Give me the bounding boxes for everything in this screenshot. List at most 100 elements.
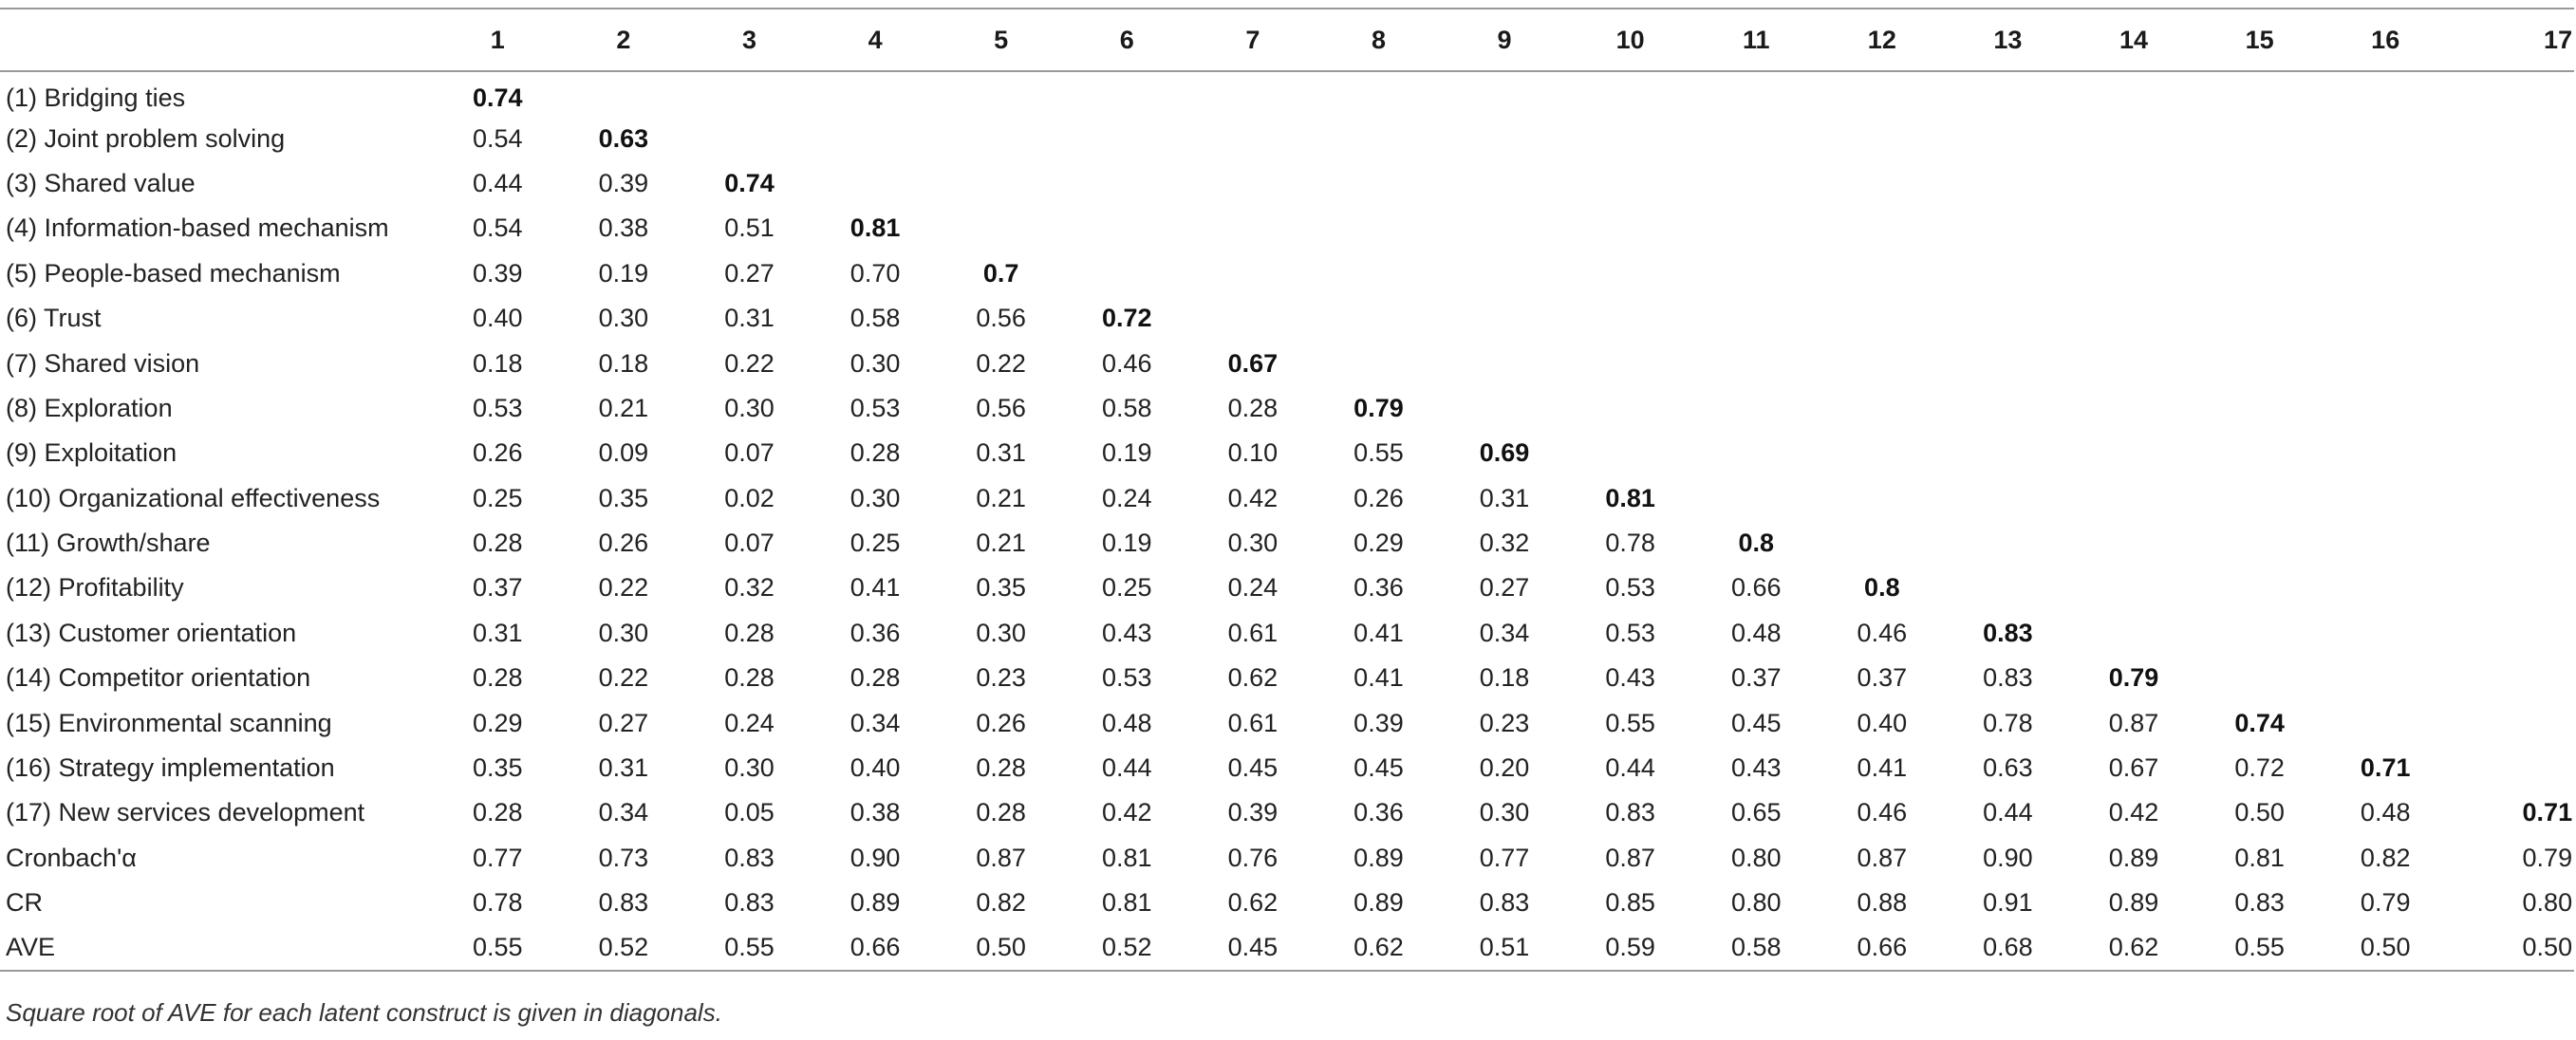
empty-cell (2449, 341, 2575, 385)
table-cell: 0.72 (2234, 753, 2285, 783)
table-row: (9) Exploitation 0.26 0.09 0.07 0.28 0.31 0.19… (0, 431, 2574, 475)
empty-cell (1190, 161, 1316, 206)
empty-cell (1693, 476, 1820, 521)
empty-cell (2323, 116, 2449, 160)
table-cell: 0.48 (2360, 798, 2411, 827)
empty-cell (2449, 611, 2575, 656)
table-cell: 0.77 (473, 843, 523, 872)
empty-cell (2323, 431, 2449, 475)
table-cell: 0.58 (1101, 393, 1152, 422)
table-cell: 0.31 (598, 753, 649, 783)
empty-cell (2071, 611, 2197, 656)
table-cell: 0.28 (849, 663, 901, 693)
empty-cell (1442, 206, 1568, 251)
empty-cell (2449, 431, 2575, 475)
table-cell: 0.54 (473, 214, 523, 243)
empty-cell (1820, 431, 1946, 475)
column-header-1: 1 (435, 8, 561, 72)
empty-cell (1820, 296, 1946, 341)
empty-cell (1693, 251, 1820, 296)
column-header-10: 10 (1567, 8, 1693, 72)
table-cell: 0.29 (1353, 529, 1404, 558)
empty-cell (1820, 476, 1946, 521)
table-cell: 0.39 (598, 168, 649, 197)
empty-cell (812, 116, 939, 160)
table-cell: 0.21 (598, 393, 649, 422)
empty-cell (561, 71, 687, 116)
table-cell: 0.46 (1101, 348, 1152, 378)
table-cell: 0.81 (2234, 843, 2285, 872)
empty-cell (1945, 521, 2071, 566)
table-cell: 0.67 (2108, 753, 2159, 783)
table-cell: 0.19 (1101, 529, 1152, 558)
diagonal-cell: 0.67 (1227, 348, 1279, 378)
table-cell: 0.18 (473, 348, 523, 378)
diagonal-cell: 0.71 (2360, 753, 2411, 783)
table-cell: 0.44 (1101, 753, 1152, 783)
column-header-9: 9 (1441, 8, 1568, 72)
table-cell: 0.30 (724, 393, 775, 422)
empty-cell (1442, 71, 1568, 116)
row-label: (4) Information-based mechanism (6, 214, 389, 243)
diagonal-cell: 0.69 (1479, 438, 1530, 468)
empty-cell (1567, 341, 1693, 385)
empty-cell (2071, 386, 2197, 431)
table-cell: 0.89 (2108, 888, 2159, 918)
empty-cell (938, 71, 1064, 116)
table-cell: 0.82 (2360, 843, 2411, 872)
table-cell: 0.78 (1605, 529, 1655, 558)
table-cell: 0.28 (473, 798, 523, 827)
table-cell: 0.34 (849, 708, 901, 737)
empty-cell (1693, 296, 1820, 341)
table-cell: 0.51 (1441, 925, 1568, 972)
empty-cell (1442, 251, 1568, 296)
empty-cell (2196, 341, 2323, 385)
empty-cell (1820, 116, 1946, 160)
table-row: (7) Shared vision 0.18 0.18 0.22 0.30 0.22 0.4… (0, 341, 2574, 385)
table-cell: 0.79 (2360, 888, 2411, 918)
table-cell: 0.10 (1227, 438, 1279, 468)
table-row: (15) Environmental scanning 0.29 0.27 0.24 0… (0, 700, 2574, 745)
empty-cell (2449, 700, 2575, 745)
table-cell: 0.52 (1063, 925, 1190, 972)
table-cell: 0.45 (1730, 708, 1782, 737)
table-cell: 0.37 (1730, 663, 1782, 693)
table-cell: 0.36 (1353, 798, 1404, 827)
table-cell: 0.30 (976, 618, 1026, 647)
table-cell: 0.28 (976, 798, 1026, 827)
table-cell: 0.34 (598, 798, 649, 827)
empty-cell (2323, 296, 2449, 341)
table-cell: 0.42 (2108, 798, 2159, 827)
diagonal-cell: 0.71 (2522, 798, 2573, 827)
column-header-3: 3 (686, 8, 812, 72)
empty-cell (1693, 206, 1820, 251)
table-cell: 0.30 (1227, 529, 1279, 558)
empty-cell (812, 161, 939, 206)
empty-cell (1820, 161, 1946, 206)
row-label: (2) Joint problem solving (6, 123, 286, 153)
empty-cell (2071, 521, 2197, 566)
diagonal-cell: 0.81 (1605, 483, 1655, 512)
empty-cell (2196, 476, 2323, 521)
table-cell: 0.46 (1857, 798, 1908, 827)
empty-cell (1064, 206, 1190, 251)
empty-cell (2449, 656, 2575, 700)
empty-cell (1442, 161, 1568, 206)
empty-cell (1567, 206, 1693, 251)
table-row: (3) Shared value 0.44 0.39 0.74 (0, 161, 2574, 206)
table-cell: 0.26 (598, 529, 649, 558)
empty-cell (1316, 71, 1442, 116)
empty-cell (1693, 161, 1820, 206)
column-header-8: 8 (1316, 8, 1442, 72)
row-label: (6) Trust (6, 304, 102, 333)
empty-cell (1945, 341, 2071, 385)
empty-cell (1442, 116, 1568, 160)
table-cell: 0.89 (2108, 843, 2159, 872)
table-cell: 0.43 (1101, 618, 1152, 647)
table-cell: 0.80 (1730, 843, 1782, 872)
table-cell: 0.27 (598, 708, 649, 737)
empty-cell (2449, 746, 2575, 790)
table-cell: 0.37 (473, 573, 523, 603)
empty-cell (1064, 71, 1190, 116)
table-cell: 0.50 (2234, 798, 2285, 827)
